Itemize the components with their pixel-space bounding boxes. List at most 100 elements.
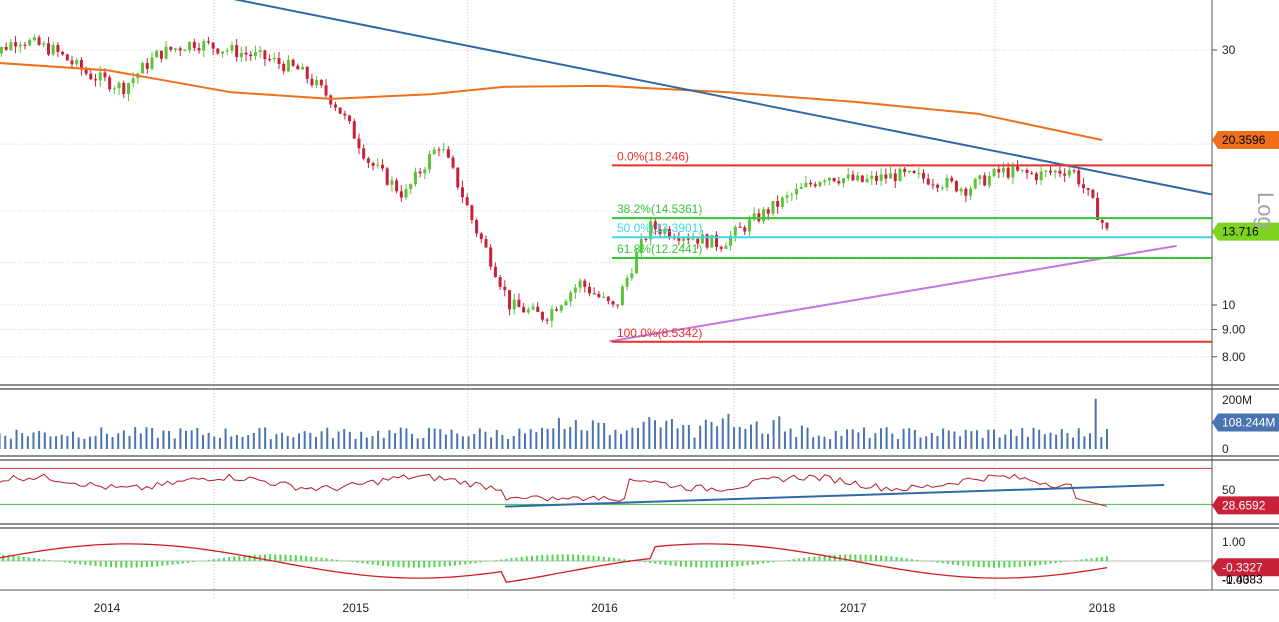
volume-bar xyxy=(275,434,278,449)
candle-body xyxy=(696,238,700,244)
candle-body xyxy=(362,148,366,159)
candle-body xyxy=(1077,170,1081,185)
volume-bar xyxy=(411,433,414,449)
candle-body xyxy=(922,172,926,179)
volume-bar xyxy=(563,428,566,449)
volume-bar xyxy=(699,425,702,449)
macd-histogram-bar xyxy=(705,561,708,568)
candle-body xyxy=(587,286,591,294)
candle-body xyxy=(51,44,55,55)
candle-body xyxy=(442,149,446,151)
macd-histogram-bar xyxy=(869,554,872,561)
volume-bar xyxy=(179,428,182,449)
volume-bar xyxy=(77,437,80,449)
candle-body xyxy=(691,238,695,240)
macd-tick-label: -1.00 xyxy=(1222,573,1250,587)
candle-body xyxy=(940,187,944,189)
macd-histogram-bar xyxy=(669,561,672,566)
volume-bar xyxy=(874,433,877,449)
candle-body xyxy=(1020,169,1024,171)
macd-histogram-bar xyxy=(916,559,919,561)
candle-body xyxy=(992,169,996,177)
volume-bar xyxy=(21,433,24,449)
volume-bar xyxy=(128,435,131,449)
candle-body xyxy=(117,82,121,89)
macd-histogram-bar xyxy=(895,557,898,561)
candle-body xyxy=(997,169,1001,173)
volume-bar xyxy=(467,436,470,449)
candle-body xyxy=(837,181,841,184)
volume-bar xyxy=(422,437,425,449)
macd-histogram-bar xyxy=(1013,561,1016,568)
volume-bar xyxy=(139,433,142,449)
candle-body xyxy=(1091,189,1095,198)
candle-body xyxy=(1067,170,1071,176)
macd-histogram-bar xyxy=(32,558,35,561)
candle-body xyxy=(221,51,225,54)
macd-histogram-bar xyxy=(607,557,610,561)
macd-histogram-bar xyxy=(263,554,266,561)
candle-body xyxy=(437,149,441,151)
macd-histogram-bar xyxy=(510,558,513,561)
macd-histogram-bar xyxy=(74,561,77,564)
macd-histogram-bar xyxy=(335,559,338,561)
candle-body xyxy=(964,188,968,196)
candle-body xyxy=(1011,166,1015,178)
macd-histogram-bar xyxy=(351,561,354,562)
macd-histogram-bar xyxy=(525,556,528,561)
macd-histogram-bar xyxy=(171,561,174,565)
macd-histogram-bar xyxy=(438,561,441,567)
candle-body xyxy=(75,60,79,65)
macd-histogram-bar xyxy=(1080,559,1083,561)
candle-body xyxy=(804,182,808,187)
macd-histogram-bar xyxy=(1059,561,1062,563)
volume-bar xyxy=(241,436,244,449)
candle-body xyxy=(197,48,201,51)
candle-body xyxy=(1030,172,1034,174)
volume-bar xyxy=(218,437,221,449)
volume-bar xyxy=(416,438,419,449)
candle-body xyxy=(799,186,803,189)
volume-bar xyxy=(100,427,103,449)
macd-histogram-bar xyxy=(192,561,195,563)
candle-body xyxy=(522,307,526,313)
volume-bar xyxy=(105,433,108,449)
x-tick-label: 2017 xyxy=(840,601,867,615)
macd-histogram-bar xyxy=(664,561,667,565)
candle-body xyxy=(258,50,262,53)
macd-histogram-bar xyxy=(864,554,867,561)
candle-body xyxy=(174,48,178,50)
volume-bar xyxy=(733,427,736,449)
macd-histogram-bar xyxy=(366,561,369,565)
candle-body xyxy=(376,164,380,166)
macd-histogram-bar xyxy=(289,554,292,561)
volume-value-label: 108.244M xyxy=(1222,415,1275,429)
volume-bar xyxy=(642,421,645,449)
volume-bar xyxy=(970,431,973,449)
macd-histogram-bar xyxy=(500,559,503,561)
candle-body xyxy=(46,43,50,55)
volume-bar xyxy=(1066,433,1069,449)
candle-body xyxy=(126,83,130,95)
candle-body xyxy=(428,154,432,170)
macd-histogram-bar xyxy=(931,561,934,562)
macd-histogram-bar xyxy=(1034,561,1037,566)
candle-body xyxy=(1039,171,1043,181)
candle-body xyxy=(1081,184,1085,189)
volume-bar xyxy=(490,437,493,449)
volume-bar xyxy=(1032,427,1035,449)
candle-body xyxy=(893,173,897,181)
volume-bar xyxy=(303,431,306,449)
volume-bar xyxy=(682,425,685,449)
volume-bar xyxy=(750,424,753,449)
macd-histogram-bar xyxy=(797,558,800,561)
macd-histogram-bar xyxy=(248,555,251,561)
volume-bar xyxy=(337,431,340,449)
candle-body xyxy=(517,299,521,308)
candle-body xyxy=(907,170,911,173)
macd-histogram-bar xyxy=(120,561,123,568)
candle-body xyxy=(700,234,704,244)
volume-bar xyxy=(60,434,63,449)
macd-histogram-bar xyxy=(1044,561,1047,565)
